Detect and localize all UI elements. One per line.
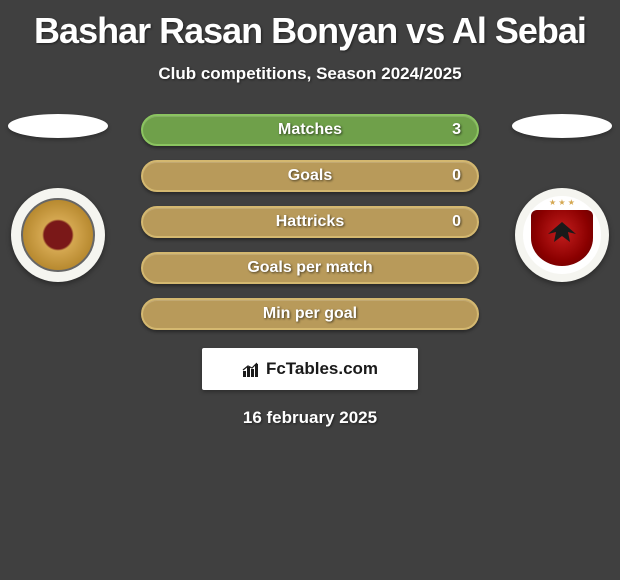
right-team-name-chip (512, 114, 612, 138)
stat-row-goals: Goals 0 (141, 160, 479, 192)
stat-label: Goals per match (247, 259, 372, 277)
stat-value: 3 (452, 121, 461, 139)
left-team-logo (11, 188, 105, 282)
stat-row-min-per-goal: Min per goal (141, 298, 479, 330)
stat-label: Goals (288, 167, 332, 185)
left-team-name-chip (8, 114, 108, 138)
date-label: 16 february 2025 (0, 408, 620, 428)
eagle-icon (542, 218, 582, 248)
bar-chart-icon (242, 361, 262, 377)
right-team-logo (515, 188, 609, 282)
right-team-logo-inner (523, 196, 601, 274)
stat-label: Hattricks (276, 213, 344, 231)
stat-label: Matches (278, 121, 342, 139)
stats-list: Matches 3 Goals 0 Hattricks 0 Goals per … (141, 114, 479, 330)
left-team-logo-inner (21, 198, 95, 272)
right-team-stack (512, 114, 612, 282)
stat-row-hattricks: Hattricks 0 (141, 206, 479, 238)
page-title: Bashar Rasan Bonyan vs Al Sebai (0, 0, 620, 52)
stat-row-goals-per-match: Goals per match (141, 252, 479, 284)
left-team-stack (8, 114, 108, 282)
stat-label: Min per goal (263, 305, 357, 323)
stat-value: 0 (452, 213, 461, 231)
brand-box: FcTables.com (202, 348, 418, 390)
comparison-area: Matches 3 Goals 0 Hattricks 0 Goals per … (0, 114, 620, 428)
stat-value: 0 (452, 167, 461, 185)
brand-text: FcTables.com (242, 359, 378, 379)
subtitle: Club competitions, Season 2024/2025 (0, 64, 620, 84)
brand-label: FcTables.com (266, 359, 378, 379)
stat-row-matches: Matches 3 (141, 114, 479, 146)
